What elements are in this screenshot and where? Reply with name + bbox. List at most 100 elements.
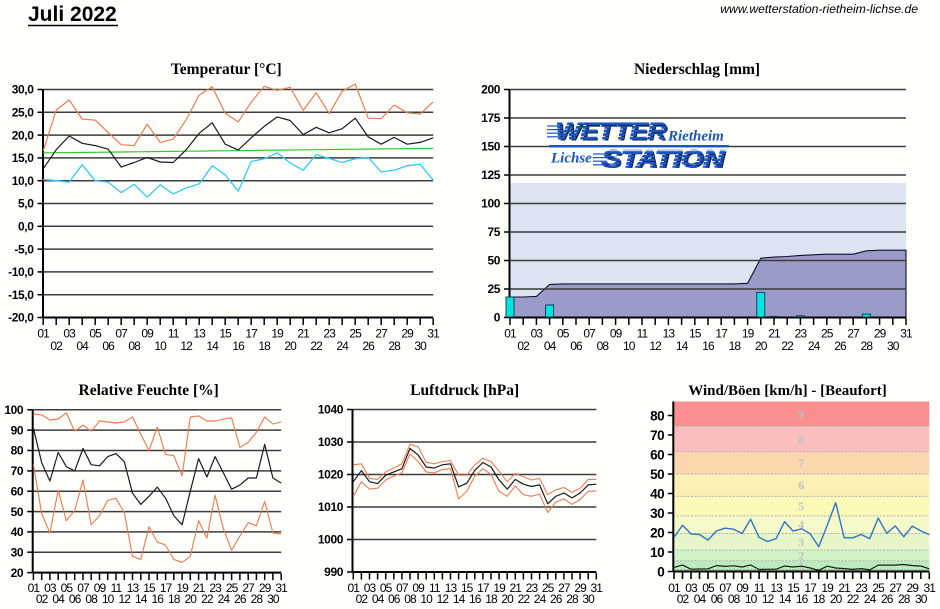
- svg-text:30: 30: [11, 546, 24, 560]
- svg-text:12: 12: [437, 592, 450, 606]
- svg-text:31: 31: [427, 326, 440, 340]
- svg-text:60: 60: [11, 484, 24, 498]
- svg-text:1030: 1030: [318, 435, 344, 449]
- svg-text:19: 19: [271, 326, 284, 340]
- svg-text:27: 27: [890, 581, 903, 595]
- svg-text:90: 90: [11, 423, 24, 437]
- svg-text:12: 12: [762, 592, 775, 606]
- svg-text:17: 17: [477, 581, 490, 595]
- svg-text:9: 9: [798, 409, 804, 421]
- svg-text:10: 10: [154, 339, 167, 353]
- svg-text:22: 22: [201, 592, 214, 606]
- svg-text:04: 04: [52, 592, 65, 606]
- svg-text:06: 06: [570, 339, 583, 353]
- svg-text:24: 24: [336, 339, 349, 353]
- svg-text:07: 07: [719, 581, 732, 595]
- svg-text:15,0: 15,0: [12, 151, 34, 165]
- svg-text:30: 30: [414, 339, 427, 353]
- svg-text:05: 05: [557, 326, 570, 340]
- svg-text:STATION: STATION: [604, 146, 727, 173]
- svg-text:21: 21: [297, 326, 310, 340]
- svg-text:27: 27: [558, 581, 571, 595]
- svg-text:20: 20: [755, 339, 768, 353]
- svg-text:14: 14: [206, 339, 219, 353]
- svg-text:125: 125: [481, 168, 501, 182]
- svg-text:16: 16: [469, 592, 482, 606]
- svg-text:18: 18: [813, 592, 826, 606]
- svg-text:40: 40: [650, 486, 664, 501]
- svg-text:15: 15: [143, 581, 156, 595]
- svg-text:70: 70: [11, 464, 24, 478]
- svg-text:11: 11: [111, 581, 123, 595]
- svg-text:09: 09: [610, 326, 623, 340]
- svg-text:25: 25: [821, 326, 834, 340]
- svg-text:21: 21: [510, 581, 523, 595]
- svg-text:02: 02: [356, 592, 369, 606]
- svg-text:04: 04: [76, 339, 89, 353]
- svg-text:03: 03: [531, 326, 544, 340]
- svg-text:02: 02: [50, 339, 63, 353]
- svg-text:24: 24: [218, 592, 231, 606]
- svg-text:28: 28: [861, 339, 874, 353]
- svg-text:07: 07: [115, 326, 128, 340]
- svg-text:12: 12: [649, 339, 662, 353]
- svg-text:23: 23: [526, 581, 539, 595]
- svg-text:11: 11: [168, 326, 180, 340]
- svg-text:31: 31: [924, 581, 937, 595]
- svg-text:70: 70: [650, 428, 664, 443]
- svg-text:19: 19: [821, 581, 834, 595]
- svg-text:10: 10: [623, 339, 636, 353]
- svg-text:08: 08: [404, 592, 417, 606]
- svg-text:30: 30: [887, 339, 900, 353]
- svg-text:16: 16: [796, 592, 809, 606]
- svg-text:01: 01: [28, 581, 41, 595]
- svg-text:16: 16: [702, 339, 715, 353]
- svg-text:10: 10: [102, 592, 115, 606]
- svg-text:21: 21: [193, 581, 206, 595]
- svg-text:15: 15: [219, 326, 232, 340]
- svg-text:13: 13: [770, 581, 783, 595]
- svg-text:18: 18: [485, 592, 498, 606]
- svg-text:22: 22: [518, 592, 531, 606]
- svg-text:16: 16: [152, 592, 165, 606]
- svg-text:23: 23: [323, 326, 336, 340]
- svg-text:28: 28: [251, 592, 264, 606]
- svg-text:-10,0: -10,0: [8, 265, 34, 279]
- svg-text:50: 50: [650, 467, 664, 482]
- svg-text:23: 23: [209, 581, 222, 595]
- svg-text:20: 20: [185, 592, 198, 606]
- svg-text:01: 01: [668, 581, 681, 595]
- svg-text:19: 19: [742, 326, 755, 340]
- svg-text:150: 150: [481, 140, 501, 154]
- svg-text:17: 17: [715, 326, 728, 340]
- svg-text:27: 27: [375, 326, 388, 340]
- svg-text:06: 06: [102, 339, 115, 353]
- svg-text:WETTER: WETTER: [558, 120, 668, 147]
- svg-text:0: 0: [657, 564, 664, 579]
- svg-text:1010: 1010: [318, 500, 344, 514]
- svg-text:13: 13: [193, 326, 206, 340]
- svg-text:04: 04: [694, 592, 707, 606]
- svg-text:3: 3: [798, 537, 804, 549]
- svg-text:02: 02: [517, 339, 530, 353]
- svg-text:75: 75: [487, 225, 500, 239]
- svg-text:25: 25: [542, 581, 555, 595]
- svg-text:21: 21: [768, 326, 781, 340]
- svg-text:01: 01: [504, 326, 517, 340]
- svg-text:03: 03: [44, 581, 57, 595]
- svg-text:08: 08: [597, 339, 610, 353]
- svg-text:26: 26: [234, 592, 247, 606]
- svg-text:175: 175: [481, 111, 501, 125]
- svg-text:80: 80: [11, 444, 24, 458]
- svg-text:07: 07: [396, 581, 409, 595]
- svg-text:31: 31: [275, 581, 288, 595]
- svg-text:Lichse: Lichse: [550, 151, 592, 167]
- svg-text:5,0: 5,0: [18, 197, 34, 211]
- svg-text:10: 10: [650, 545, 664, 560]
- svg-text:24: 24: [864, 592, 877, 606]
- svg-text:Temperatur [°C]: Temperatur [°C]: [171, 61, 282, 78]
- svg-text:08: 08: [85, 592, 98, 606]
- svg-text:Rietheim: Rietheim: [667, 129, 724, 145]
- svg-text:09: 09: [141, 326, 154, 340]
- svg-text:80: 80: [650, 408, 664, 423]
